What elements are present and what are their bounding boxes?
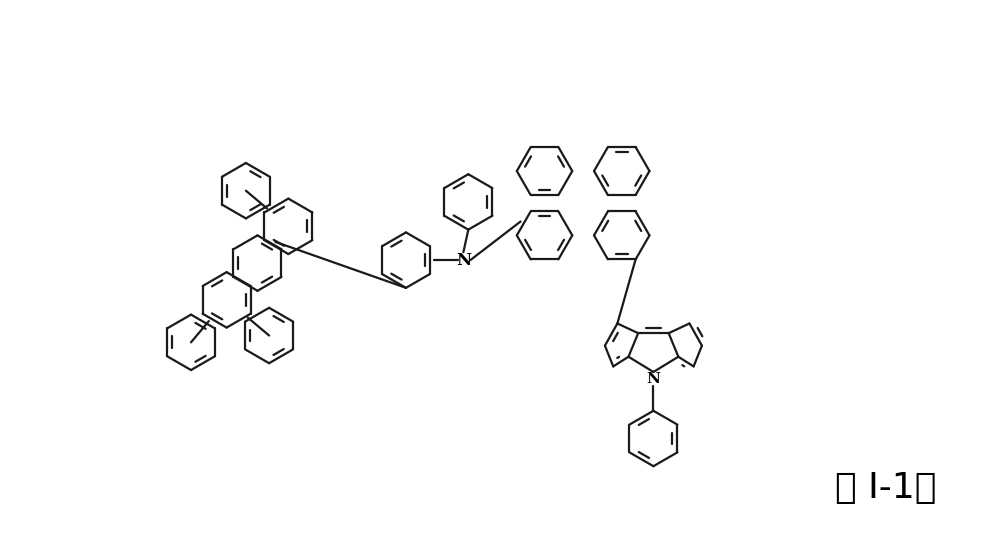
Text: 式 I-1；: 式 I-1； xyxy=(835,471,937,505)
Text: N: N xyxy=(646,372,660,386)
Text: N: N xyxy=(456,252,471,269)
